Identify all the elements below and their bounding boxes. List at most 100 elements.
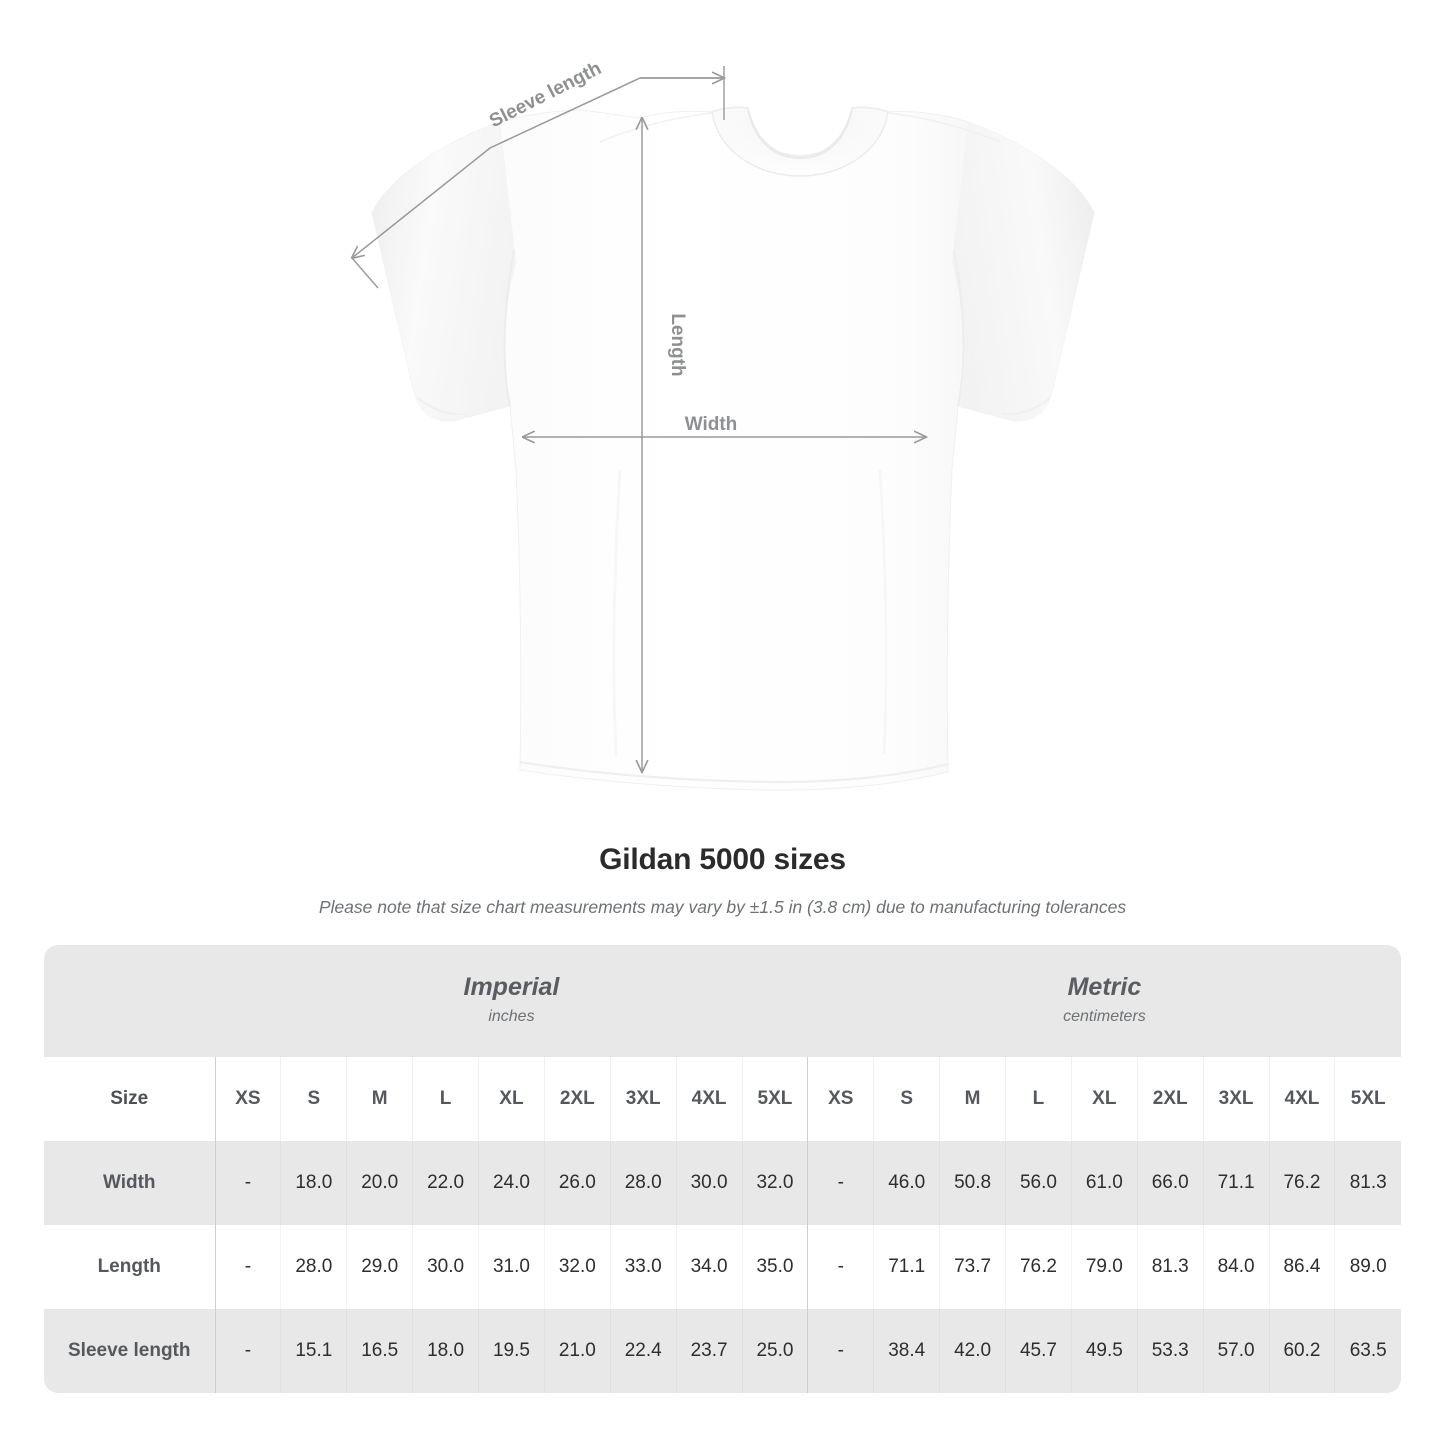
width-label: Width <box>685 414 738 435</box>
table-row: Length -28.0 29.0 30.0 31.0 32.0 33.0 34.0 35.0-… <box>44 1225 1401 1309</box>
row-label-width: Width <box>44 1141 216 1225</box>
cell-value: 20.0 <box>346 1141 414 1225</box>
header-size-4xl-imperial: 4XL <box>676 1057 743 1141</box>
cell-value: 76.2 <box>1269 1141 1336 1225</box>
cell-value: 32.0 <box>544 1225 611 1309</box>
row-label-sleeve-length: Sleeve length <box>44 1309 216 1393</box>
cell-value: 71.1 <box>873 1225 941 1309</box>
length-label: Length <box>667 313 688 376</box>
cell-value: - <box>807 1141 875 1225</box>
cell-value: 35.0 <box>742 1225 809 1309</box>
sleeve-length-dimension <box>352 66 724 289</box>
cell-value: 16.5 <box>346 1309 414 1393</box>
unit-banner-row: Imperial inches Metric centimeters <box>44 945 1401 1057</box>
header-size-label: Size <box>44 1057 216 1141</box>
cell-value: 60.2 <box>1269 1309 1336 1393</box>
header-size-3xl-metric: 3XL <box>1203 1057 1270 1141</box>
cell-value: 89.0 <box>1334 1225 1401 1309</box>
cell-value: 45.7 <box>1005 1309 1072 1393</box>
cell-value: 28.0 <box>280 1225 348 1309</box>
header-size-xl-metric: XL <box>1071 1057 1138 1141</box>
size-chart-table: Imperial inches Metric centimeters Size XS S M L… <box>44 945 1401 1393</box>
tshirt-garment <box>371 106 1095 791</box>
cell-value: 84.0 <box>1203 1225 1270 1309</box>
cell-value: 19.5 <box>478 1309 545 1393</box>
cell-value: 63.5 <box>1334 1309 1401 1393</box>
cell-value: 81.3 <box>1137 1225 1204 1309</box>
cell-value: 15.1 <box>280 1309 348 1393</box>
header-size-xl-imperial: XL <box>478 1057 545 1141</box>
tolerance-note: Please note that size chart measurements… <box>318 897 1127 917</box>
header-size-l-metric: L <box>1005 1057 1072 1141</box>
cell-value: 28.0 <box>610 1141 677 1225</box>
cell-value: 18.0 <box>412 1309 479 1393</box>
row-label-length: Length <box>44 1225 216 1309</box>
heading-block: Gildan 5000 sizes Please note that size … <box>0 840 1445 922</box>
cell-value: 46.0 <box>873 1141 941 1225</box>
cell-value: - <box>807 1225 875 1309</box>
cell-value: 23.7 <box>676 1309 743 1393</box>
cell-value: 57.0 <box>1203 1309 1270 1393</box>
unit-measure-name: centimeters <box>1063 1008 1146 1025</box>
cell-value: - <box>215 1225 282 1309</box>
cell-value: 42.0 <box>939 1309 1006 1393</box>
tshirt-measurement-diagram: Sleeve length Length Width <box>0 58 1095 791</box>
cell-value: 79.0 <box>1071 1225 1138 1309</box>
unit-measure-name: inches <box>488 1008 535 1025</box>
cell-value: 26.0 <box>544 1141 611 1225</box>
header-size-3xl-imperial: 3XL <box>610 1057 677 1141</box>
table-row: Width -18.0 20.0 22.0 24.0 26.0 28.0 30.0 32.0-4… <box>44 1141 1401 1225</box>
page-title: Gildan 5000 sizes <box>599 843 846 876</box>
cell-value: 25.0 <box>742 1309 809 1393</box>
table-row: Sleeve length -15.1 16.5 18.0 19.5 21.0 22.4 23… <box>44 1309 1401 1393</box>
cell-value: 33.0 <box>610 1225 677 1309</box>
cell-value: 30.0 <box>676 1141 743 1225</box>
size-table-wrapper: Imperial inches Metric centimeters Size XS S M L… <box>44 945 1401 1393</box>
cell-value: 34.0 <box>676 1225 743 1309</box>
cell-value: 76.2 <box>1005 1225 1072 1309</box>
header-size-4xl-metric: 4XL <box>1269 1057 1336 1141</box>
cell-value: 21.0 <box>544 1309 611 1393</box>
header-size-5xl-imperial: 5XL <box>742 1057 809 1141</box>
cell-value: - <box>215 1141 282 1225</box>
cell-value: 30.0 <box>412 1225 479 1309</box>
cell-value: - <box>807 1309 875 1393</box>
cell-value: 38.4 <box>873 1309 941 1393</box>
measurement-annotations <box>352 66 926 772</box>
header-size-2xl-imperial: 2XL <box>544 1057 611 1141</box>
cell-value: 53.3 <box>1137 1309 1204 1393</box>
cell-value: 32.0 <box>742 1141 809 1225</box>
table-header-row: Size XS S M L XL 2XL 3XL 4XL 5XL XS S M L XL 2XL 3XL 4XL 5… <box>44 1057 1401 1141</box>
unit-system-name: Metric <box>1067 973 1142 1001</box>
cell-value: 31.0 <box>478 1225 545 1309</box>
header-size-m-metric: M <box>939 1057 1006 1141</box>
cell-value: 86.4 <box>1269 1225 1336 1309</box>
header-size-xs-metric: XS <box>807 1057 875 1141</box>
header-size-m-imperial: M <box>346 1057 414 1141</box>
cell-value: 22.0 <box>412 1141 479 1225</box>
cell-value: 22.4 <box>610 1309 677 1393</box>
cell-value: - <box>215 1309 282 1393</box>
cell-value: 61.0 <box>1071 1141 1138 1225</box>
cell-value: 66.0 <box>1137 1141 1204 1225</box>
cell-value: 81.3 <box>1334 1141 1401 1225</box>
cell-value: 24.0 <box>478 1141 545 1225</box>
cell-value: 56.0 <box>1005 1141 1072 1225</box>
unit-banner-spacer <box>44 945 215 1057</box>
cell-value: 49.5 <box>1071 1309 1138 1393</box>
header-size-2xl-metric: 2XL <box>1137 1057 1204 1141</box>
header-size-xs-imperial: XS <box>215 1057 282 1141</box>
header-size-s-metric: S <box>873 1057 941 1141</box>
unit-section-metric: Metric centimeters <box>807 945 1401 1057</box>
header-size-s-imperial: S <box>280 1057 348 1141</box>
cell-value: 50.8 <box>939 1141 1006 1225</box>
cell-value: 18.0 <box>280 1141 348 1225</box>
cell-value: 71.1 <box>1203 1141 1270 1225</box>
cell-value: 29.0 <box>346 1225 414 1309</box>
header-size-l-imperial: L <box>412 1057 479 1141</box>
header-size-5xl-metric: 5XL <box>1334 1057 1401 1141</box>
cell-value: 73.7 <box>939 1225 1006 1309</box>
unit-system-name: Imperial <box>463 973 560 1001</box>
unit-section-imperial: Imperial inches <box>215 945 808 1057</box>
